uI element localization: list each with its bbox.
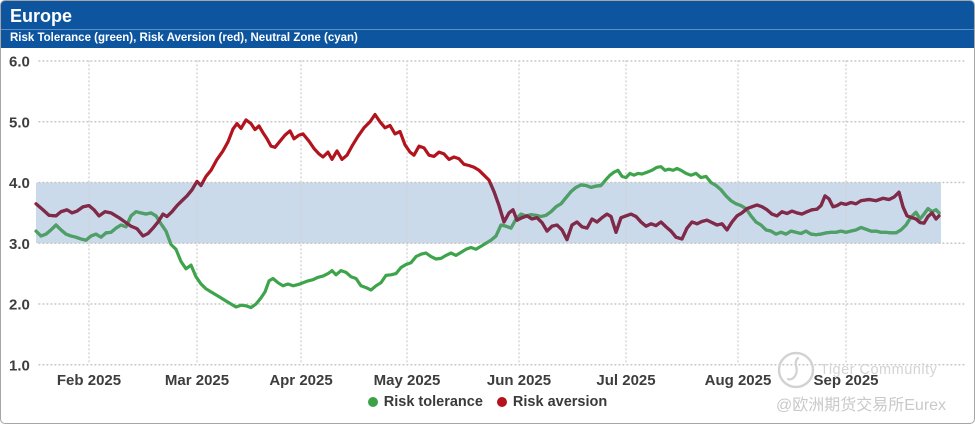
y-axis-tick-label: 2.0 xyxy=(9,297,30,314)
y-axis-tick-label: 1.0 xyxy=(9,357,30,374)
page-title: Europe xyxy=(10,6,73,26)
y-axis-tick-label: 6.0 xyxy=(9,54,30,71)
chart-header: Europe Risk Tolerance (green), Risk Aver… xyxy=(1,1,974,48)
x-axis-tick-label: Jul 2025 xyxy=(596,372,655,389)
x-axis-tick-label: May 2025 xyxy=(374,372,441,389)
y-axis-tick-label: 3.0 xyxy=(9,236,30,253)
legend-item-risk-aversion: Risk aversion xyxy=(496,394,608,410)
series-line-in-zone-risk-aversion xyxy=(36,182,941,242)
y-axis-tick-label: 5.0 xyxy=(9,114,30,131)
legend-label: Risk aversion xyxy=(512,394,608,410)
x-axis-tick-label: Feb 2025 xyxy=(57,372,121,389)
x-axis-tick-label: Apr 2025 xyxy=(269,372,332,389)
risk-sentiment-line-chart: 6.0 5.0 4.0 3.0 2.0 1.0 Feb 2025 Mar 2025 Apr 20… xyxy=(9,54,968,389)
x-axis-tick-label: Jun 2025 xyxy=(487,372,551,389)
legend-item-risk-tolerance: Risk tolerance xyxy=(367,394,483,410)
y-axis-tick-label: 4.0 xyxy=(9,175,30,192)
risk-tolerance-dot-icon xyxy=(367,397,378,407)
chart-subtitle: Risk Tolerance (green), Risk Aversion (r… xyxy=(1,29,974,48)
x-axis-tick-label: Aug 2025 xyxy=(705,372,772,389)
risk-aversion-dot-icon xyxy=(496,397,507,407)
legend-label: Risk tolerance xyxy=(383,394,483,410)
x-axis-tick-label: Sep 2025 xyxy=(813,372,878,389)
series-line-in-zone-risk-tolerance xyxy=(36,182,941,244)
chart-legend: Risk tolerance Risk aversion xyxy=(1,394,974,410)
x-axis-tick-label: Mar 2025 xyxy=(165,372,229,389)
